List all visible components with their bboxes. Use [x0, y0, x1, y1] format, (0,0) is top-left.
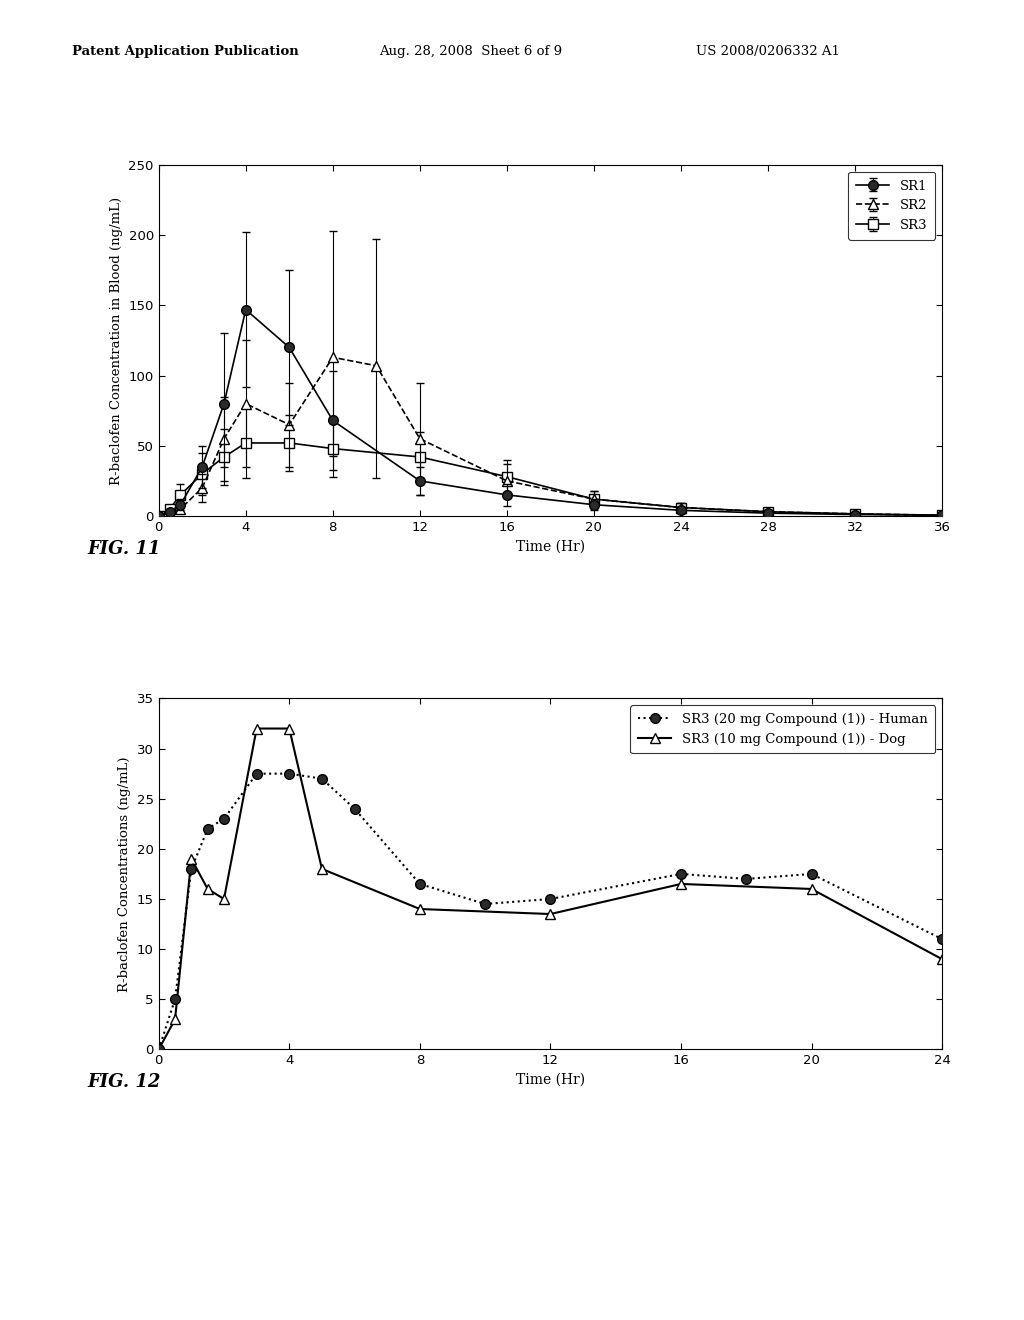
SR3 (10 mg Compound (1)) - Dog	[251, 721, 263, 737]
SR3 (20 mg Compound (1)) - Human	[169, 991, 181, 1007]
Text: FIG. 11: FIG. 11	[87, 540, 161, 558]
SR3 (10 mg Compound (1)) - Dog	[283, 721, 295, 737]
SR3 (10 mg Compound (1)) - Dog	[202, 880, 214, 896]
Text: Patent Application Publication: Patent Application Publication	[72, 45, 298, 58]
SR3 (20 mg Compound (1)) - Human	[315, 771, 328, 787]
Text: FIG. 12: FIG. 12	[87, 1073, 161, 1092]
SR3 (10 mg Compound (1)) - Dog	[315, 861, 328, 876]
Text: Aug. 28, 2008  Sheet 6 of 9: Aug. 28, 2008 Sheet 6 of 9	[379, 45, 562, 58]
SR3 (10 mg Compound (1)) - Dog	[153, 1041, 165, 1057]
SR3 (20 mg Compound (1)) - Human	[936, 931, 948, 946]
SR3 (20 mg Compound (1)) - Human	[283, 766, 295, 781]
SR3 (20 mg Compound (1)) - Human	[251, 766, 263, 781]
Line: SR3 (20 mg Compound (1)) - Human: SR3 (20 mg Compound (1)) - Human	[154, 768, 947, 1055]
SR3 (10 mg Compound (1)) - Dog	[545, 906, 557, 921]
Line: SR3 (10 mg Compound (1)) - Dog: SR3 (10 mg Compound (1)) - Dog	[154, 723, 947, 1055]
SR3 (20 mg Compound (1)) - Human	[218, 810, 230, 826]
SR3 (20 mg Compound (1)) - Human	[740, 871, 753, 887]
SR3 (10 mg Compound (1)) - Dog	[675, 876, 687, 892]
SR3 (20 mg Compound (1)) - Human	[414, 876, 426, 892]
SR3 (10 mg Compound (1)) - Dog	[218, 891, 230, 907]
SR3 (20 mg Compound (1)) - Human	[153, 1041, 165, 1057]
SR3 (20 mg Compound (1)) - Human	[185, 861, 198, 876]
Legend: SR3 (20 mg Compound (1)) - Human, SR3 (10 mg Compound (1)) - Dog: SR3 (20 mg Compound (1)) - Human, SR3 (1…	[631, 705, 936, 754]
SR3 (10 mg Compound (1)) - Dog	[936, 952, 948, 968]
Y-axis label: R-baclofen Concentrations (ng/mL): R-baclofen Concentrations (ng/mL)	[119, 756, 131, 991]
Legend: SR1, SR2, SR3: SR1, SR2, SR3	[849, 172, 936, 240]
SR3 (20 mg Compound (1)) - Human	[479, 896, 492, 912]
SR3 (20 mg Compound (1)) - Human	[675, 866, 687, 882]
Text: US 2008/0206332 A1: US 2008/0206332 A1	[696, 45, 841, 58]
X-axis label: Time (Hr): Time (Hr)	[516, 540, 585, 553]
SR3 (20 mg Compound (1)) - Human	[805, 866, 817, 882]
SR3 (10 mg Compound (1)) - Dog	[805, 880, 817, 896]
X-axis label: Time (Hr): Time (Hr)	[516, 1073, 585, 1086]
Y-axis label: R-baclofen Concentration in Blood (ng/mL): R-baclofen Concentration in Blood (ng/mL…	[110, 197, 123, 484]
SR3 (20 mg Compound (1)) - Human	[202, 821, 214, 837]
SR3 (10 mg Compound (1)) - Dog	[414, 902, 426, 917]
SR3 (10 mg Compound (1)) - Dog	[169, 1011, 181, 1027]
SR3 (10 mg Compound (1)) - Dog	[185, 851, 198, 867]
SR3 (20 mg Compound (1)) - Human	[348, 801, 360, 817]
SR3 (20 mg Compound (1)) - Human	[545, 891, 557, 907]
